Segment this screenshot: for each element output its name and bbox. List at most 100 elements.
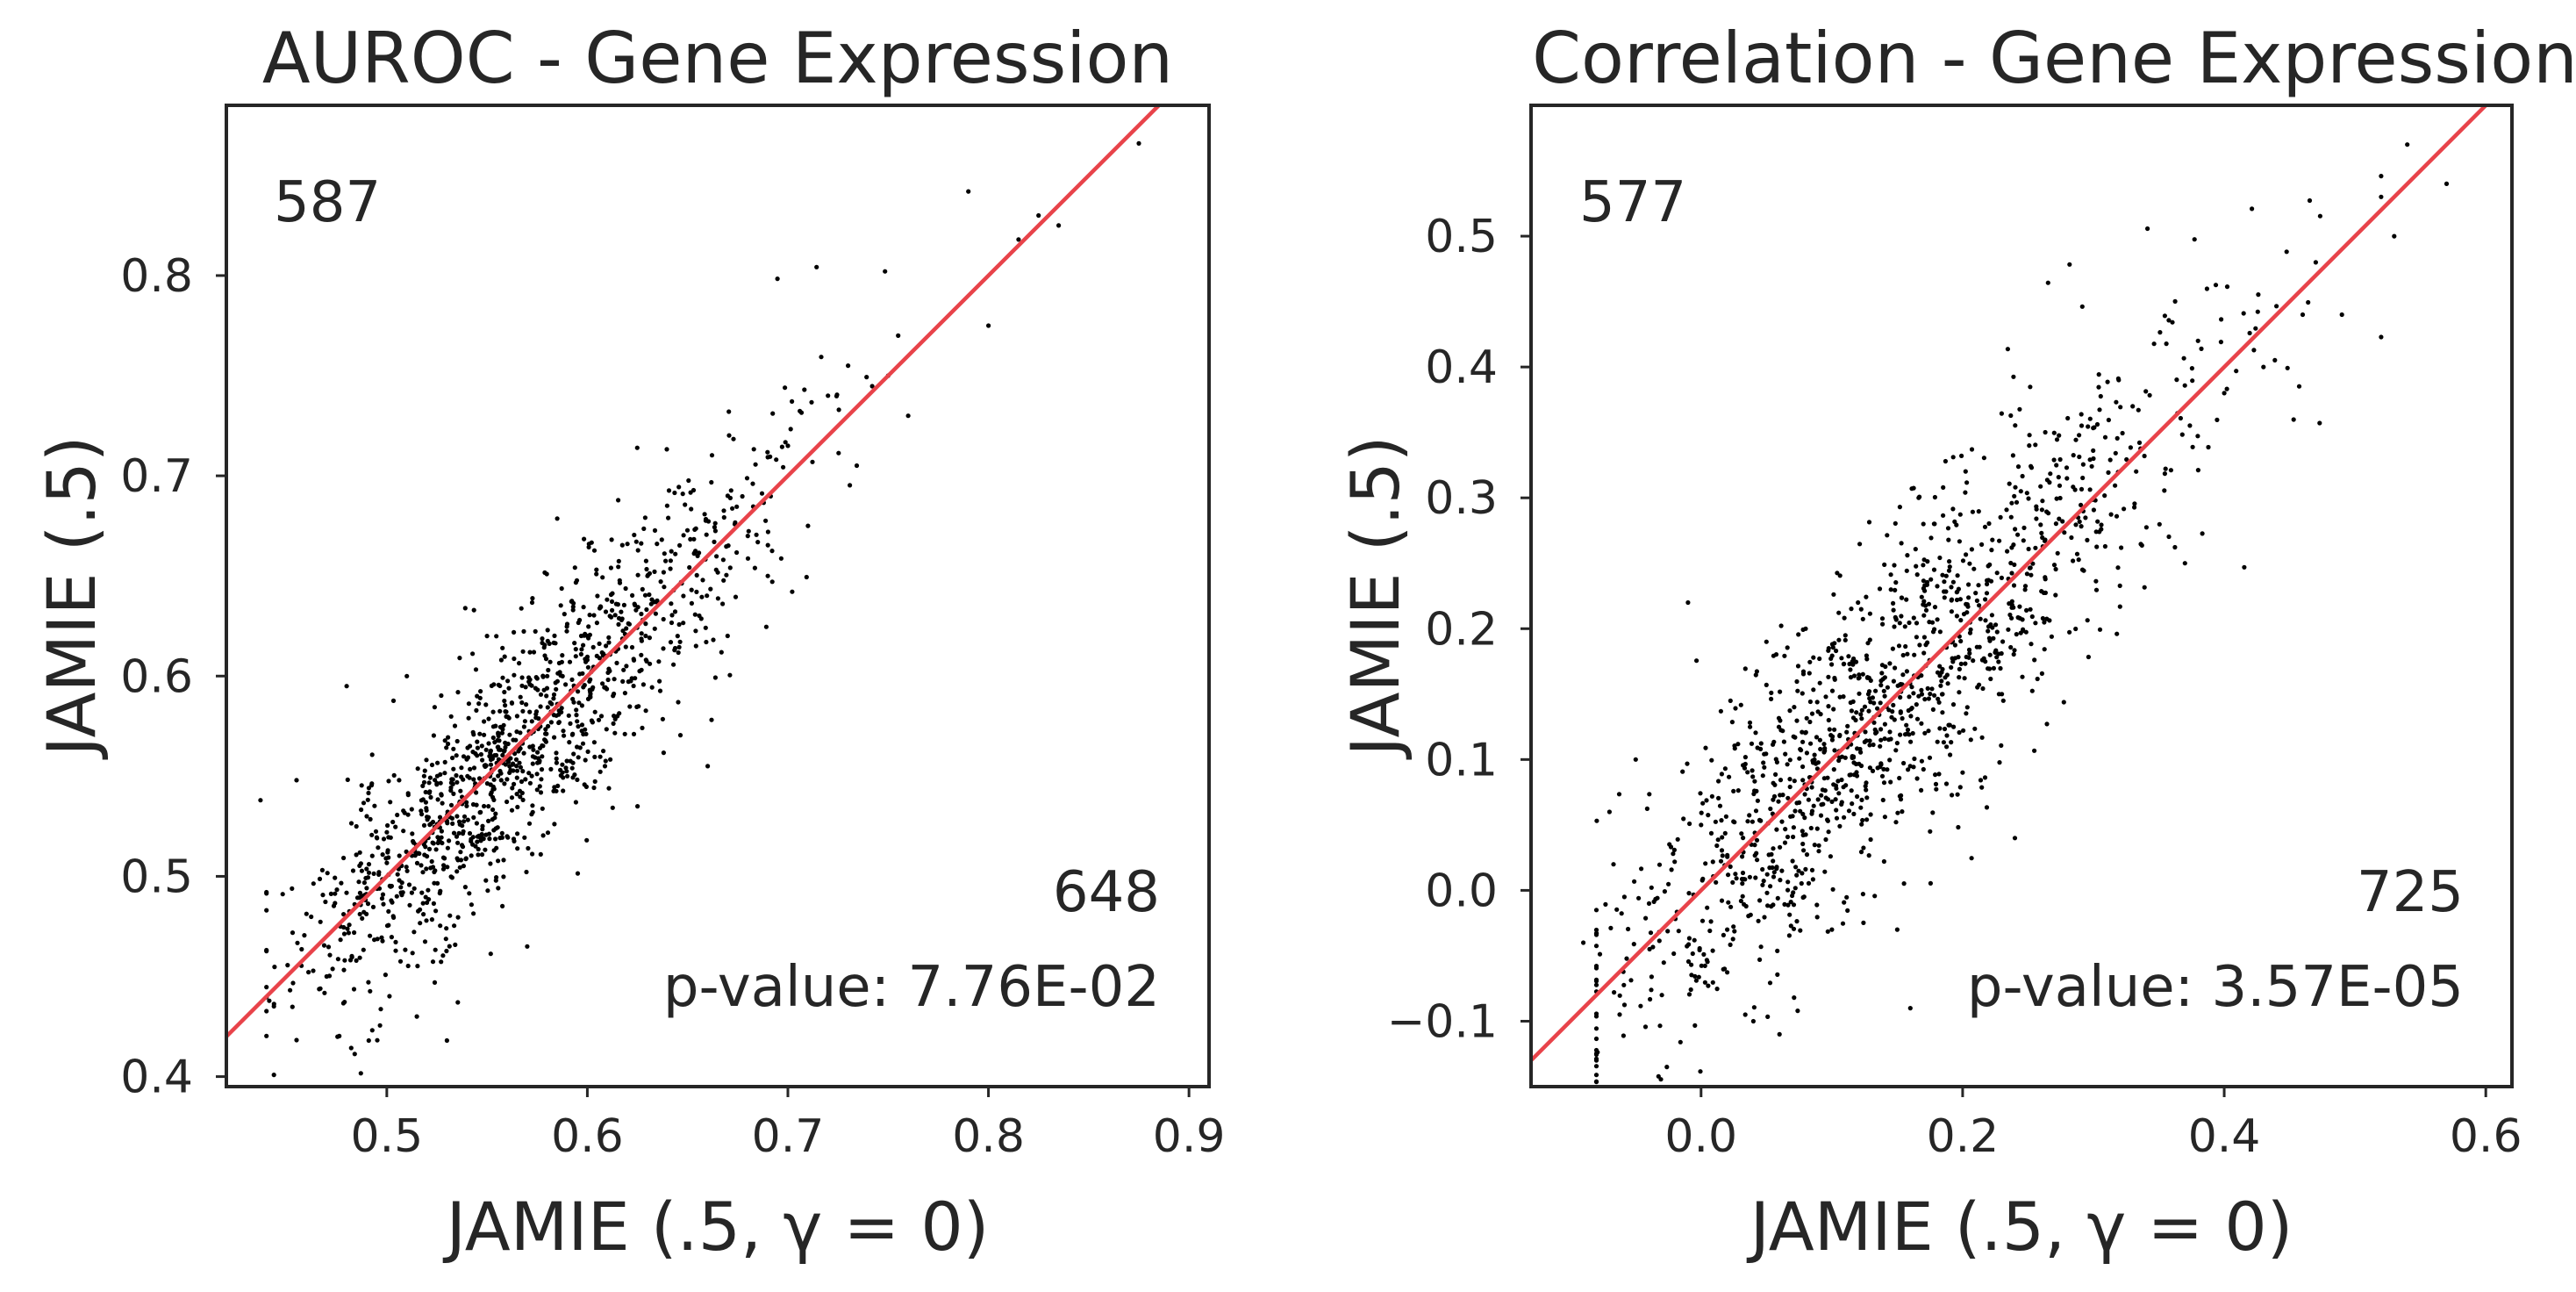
data-point	[1666, 881, 1671, 886]
data-point	[514, 714, 520, 719]
data-point	[2032, 748, 2037, 753]
data-point	[2094, 421, 2100, 427]
data-point	[1646, 901, 1652, 906]
data-point	[405, 812, 411, 817]
data-point	[661, 570, 667, 575]
data-point	[2091, 448, 2096, 453]
data-point	[518, 764, 524, 770]
data-point	[359, 868, 364, 873]
data-point	[2162, 313, 2167, 319]
data-point	[727, 565, 733, 571]
data-point	[1817, 680, 1822, 685]
data-point	[1676, 929, 1681, 934]
data-point	[2076, 557, 2081, 563]
data-point	[608, 592, 614, 598]
data-point	[576, 689, 581, 694]
data-point	[727, 672, 733, 678]
data-point	[512, 672, 517, 678]
data-point	[1681, 816, 1686, 822]
data-point	[1730, 879, 1735, 886]
data-point	[486, 741, 491, 746]
data-point	[258, 798, 263, 803]
data-point	[1782, 653, 1787, 658]
data-point	[1791, 825, 1796, 830]
data-point	[1792, 995, 1797, 1001]
data-point	[1921, 521, 1926, 527]
data-point	[471, 911, 476, 916]
data-point	[1894, 741, 1900, 746]
data-point	[1775, 895, 1780, 901]
data-point	[1945, 681, 1950, 686]
data-point	[1606, 809, 1612, 815]
data-point	[1769, 851, 1774, 858]
data-point	[1794, 919, 1800, 924]
data-point	[477, 731, 483, 736]
data-point	[1704, 798, 1709, 803]
data-point	[423, 789, 428, 795]
data-point	[1883, 664, 1888, 670]
data-point	[2313, 260, 2318, 265]
data-point	[1841, 694, 1846, 700]
data-point	[1919, 721, 1924, 726]
data-point	[337, 1033, 342, 1038]
data-point	[2057, 433, 2062, 438]
data-point	[1977, 603, 1982, 608]
data-point	[465, 745, 470, 750]
data-point	[502, 654, 507, 659]
data-point	[2170, 319, 2175, 325]
data-point	[334, 887, 340, 893]
data-point	[1853, 717, 1858, 723]
data-point	[354, 823, 359, 829]
data-point	[455, 915, 461, 920]
data-point	[1708, 919, 1714, 924]
data-point	[502, 689, 507, 695]
data-point	[2093, 587, 2100, 592]
data-point	[1748, 912, 1753, 917]
data-point	[1836, 791, 1842, 796]
data-point	[1957, 729, 1962, 736]
data-point	[1972, 726, 1978, 731]
data-point	[573, 800, 579, 805]
data-point	[681, 593, 686, 599]
data-point	[2010, 453, 2015, 458]
data-point	[1916, 495, 1921, 500]
data-point	[1786, 933, 1792, 938]
data-point	[2029, 614, 2035, 620]
data-point	[1765, 1014, 1771, 1019]
data-point	[366, 870, 372, 875]
data-point	[527, 780, 533, 786]
data-point	[339, 880, 344, 886]
data-point	[2030, 561, 2036, 566]
data-point	[570, 760, 576, 765]
data-point	[1987, 652, 1993, 657]
data-point	[1809, 867, 1815, 873]
data-point	[2071, 558, 2076, 563]
data-point	[1690, 951, 1695, 957]
data-point	[1800, 841, 1806, 847]
data-point	[1747, 720, 1753, 725]
data-point	[1891, 678, 1896, 684]
data-point	[1928, 577, 1934, 582]
data-point	[1999, 650, 2004, 657]
data-point	[640, 725, 645, 731]
data-point	[1996, 659, 2001, 664]
data-point	[1871, 700, 1877, 706]
data-point	[1819, 793, 1824, 798]
data-point	[700, 578, 705, 583]
data-point	[2106, 470, 2111, 476]
data-point	[620, 628, 626, 634]
data-point	[352, 1052, 357, 1057]
data-point	[1950, 455, 1956, 460]
data-point	[1815, 709, 1821, 714]
data-point	[1878, 683, 1884, 688]
data-point	[523, 685, 528, 690]
data-point	[1974, 598, 1979, 604]
data-point	[491, 777, 497, 782]
data-point	[1991, 665, 1996, 671]
data-point	[410, 951, 415, 956]
data-point	[1848, 667, 1853, 672]
data-point	[2015, 532, 2021, 537]
data-point	[503, 703, 508, 708]
data-point	[632, 601, 637, 607]
data-point	[1842, 661, 1847, 666]
